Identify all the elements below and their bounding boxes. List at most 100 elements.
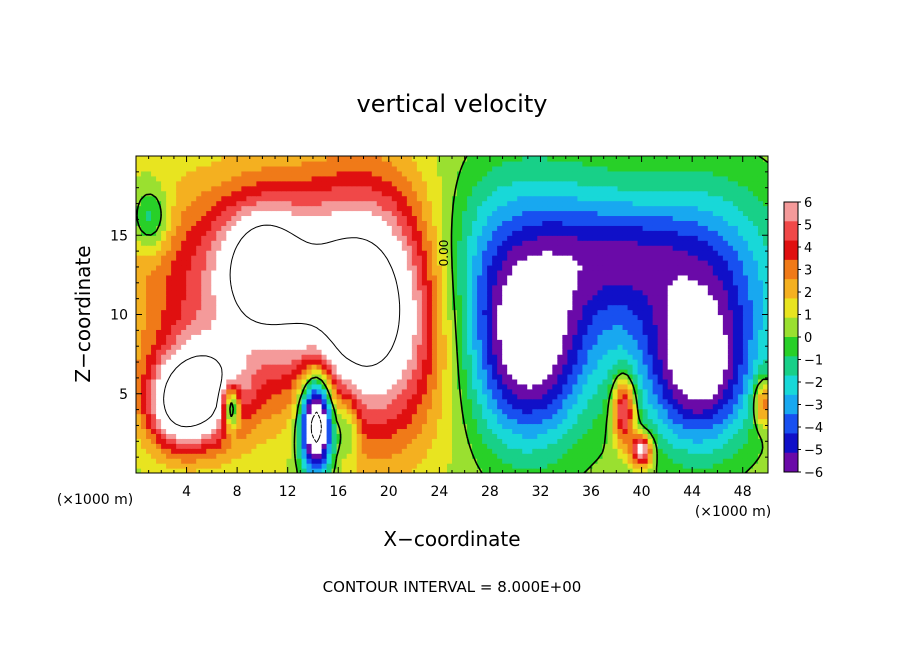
heatmap-cell: [537, 418, 543, 425]
heatmap-cell: [582, 448, 589, 454]
heatmap-cell: [216, 314, 222, 321]
heatmap-cell: [206, 448, 212, 454]
heatmap-cell: [221, 423, 227, 430]
heatmap-cell: [366, 398, 373, 405]
heatmap-cell: [326, 354, 333, 360]
heatmap-cell: [512, 299, 518, 306]
heatmap-cell: [582, 463, 589, 469]
heatmap-cell: [637, 373, 644, 380]
heatmap-cell: [191, 324, 197, 330]
heatmap-cell: [632, 438, 639, 444]
heatmap-cell: [532, 463, 538, 469]
heatmap-cell: [186, 309, 192, 316]
heatmap-cell: [672, 359, 679, 365]
heatmap-cell: [136, 393, 142, 400]
heatmap-cell: [166, 284, 172, 291]
heatmap-cell: [426, 383, 433, 390]
heatmap-cell: [371, 423, 378, 430]
heatmap-cell: [642, 393, 649, 400]
heatmap-cell: [567, 408, 573, 415]
heatmap-cell: [161, 319, 167, 325]
heatmap-cell: [426, 458, 433, 464]
heatmap-cell: [201, 423, 207, 430]
heatmap-cell: [236, 448, 242, 454]
heatmap-cell: [161, 314, 167, 321]
heatmap-cell: [562, 289, 568, 296]
heatmap-cell: [391, 423, 398, 430]
heatmap-cell: [497, 463, 503, 469]
heatmap-cell: [757, 354, 764, 360]
heatmap-cell: [221, 274, 227, 281]
heatmap-cell: [346, 453, 353, 459]
heatmap-cell: [637, 334, 644, 340]
heatmap-cell: [416, 463, 423, 469]
heatmap-cell: [682, 453, 689, 459]
heatmap-cell: [672, 294, 679, 301]
heatmap-cell: [141, 359, 147, 365]
heatmap-cell: [161, 438, 167, 444]
heatmap-cell: [356, 284, 363, 291]
heatmap-cell: [732, 413, 739, 420]
heatmap-cell: [336, 388, 343, 395]
heatmap-cell: [522, 289, 528, 296]
heatmap-cell: [206, 284, 212, 291]
heatmap-cell: [707, 433, 714, 439]
heatmap-cell: [657, 423, 664, 430]
heatmap-cell: [276, 468, 283, 473]
heatmap-cell: [717, 403, 724, 410]
heatmap-cell: [296, 373, 303, 380]
heatmap-cell: [376, 383, 383, 390]
heatmap-cell: [647, 319, 654, 325]
heatmap-cell: [351, 319, 358, 325]
heatmap-cell: [181, 413, 187, 420]
heatmap-cell: [637, 393, 644, 400]
heatmap-cell: [642, 368, 649, 375]
heatmap-cell: [547, 453, 553, 459]
heatmap-cell: [206, 314, 212, 321]
heatmap-cell: [211, 319, 217, 325]
heatmap-cell: [547, 458, 553, 464]
heatmap-cell: [637, 408, 644, 415]
heatmap-cell: [577, 453, 584, 459]
heatmap-cell: [652, 359, 659, 365]
heatmap-cell: [346, 403, 353, 410]
heatmap-cell: [161, 388, 167, 395]
heatmap-cell: [396, 378, 403, 385]
heatmap-cell: [366, 428, 373, 434]
heatmap-cell: [652, 284, 659, 291]
heatmap-cell: [166, 408, 172, 415]
heatmap-cell: [552, 413, 558, 420]
heatmap-cell: [391, 309, 398, 316]
heatmap-cell: [291, 294, 298, 301]
heatmap-cell: [156, 468, 162, 473]
heatmap-cell: [652, 324, 659, 330]
heatmap-cell: [742, 289, 749, 296]
heatmap-cell: [582, 334, 589, 340]
heatmap-cell: [612, 284, 619, 291]
heatmap-cell: [406, 368, 413, 375]
heatmap-cell: [421, 373, 428, 380]
heatmap-cell: [381, 299, 388, 306]
heatmap-cell: [431, 319, 438, 325]
heatmap-cell: [371, 428, 378, 434]
heatmap-cell: [386, 359, 393, 365]
heatmap-cell: [752, 433, 759, 439]
heatmap-cell: [141, 364, 147, 370]
heatmap-cell: [612, 453, 619, 459]
heatmap-cell: [502, 398, 508, 405]
heatmap-cell: [441, 388, 448, 395]
heatmap-cell: [401, 468, 408, 473]
heatmap-cell: [562, 418, 568, 425]
heatmap-cell: [467, 339, 473, 345]
heatmap-cell: [712, 378, 719, 385]
heatmap-cell: [452, 339, 458, 345]
heatmap-cell: [587, 364, 594, 370]
heatmap-cell: [256, 458, 262, 464]
heatmap-cell: [627, 443, 634, 449]
heatmap-cell: [632, 349, 639, 355]
heatmap-cell: [472, 393, 478, 400]
heatmap-cell: [361, 463, 368, 469]
heatmap-cell: [662, 279, 669, 286]
heatmap-cell: [181, 329, 187, 335]
heatmap-cell: [742, 403, 749, 410]
